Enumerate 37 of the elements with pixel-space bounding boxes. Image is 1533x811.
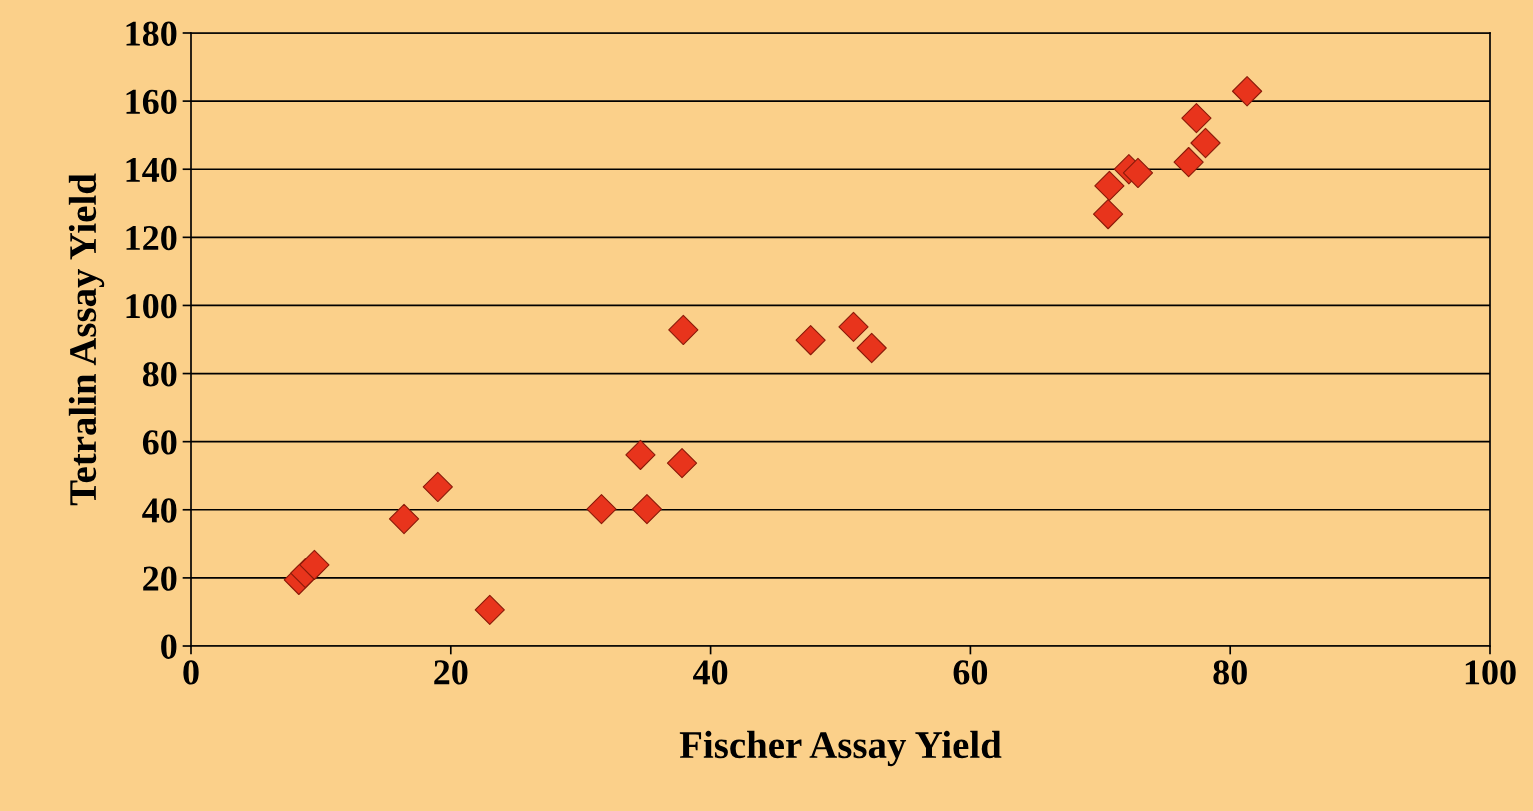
point: [586, 493, 617, 525]
x-tick-label: 60: [953, 660, 988, 685]
point: [838, 311, 869, 343]
y-tick-label: 140: [126, 157, 177, 183]
point: [299, 549, 330, 581]
x-tick-label: 20: [434, 660, 468, 685]
y-axis-title: Tetralin Assay Yield: [68, 173, 105, 506]
point: [666, 448, 698, 479]
point: [1181, 103, 1212, 134]
point: [1190, 127, 1221, 159]
y-tick-label: 0: [161, 634, 177, 659]
y-tick-label: 40: [142, 498, 177, 523]
x-tick-label: 80: [1213, 660, 1247, 685]
point: [1173, 146, 1204, 178]
point: [474, 594, 505, 626]
point: [388, 503, 420, 535]
y-tick-label: 160: [126, 89, 177, 114]
point: [422, 471, 453, 503]
point: [795, 325, 826, 356]
x-tick-label: 100: [1465, 660, 1516, 685]
x-tick-label: 0: [183, 660, 199, 685]
y-tick-label: 120: [126, 225, 177, 251]
x-tick-label: 40: [693, 660, 728, 685]
point: [625, 439, 656, 471]
point: [668, 314, 699, 346]
y-tick-label: 100: [126, 293, 177, 319]
y-tick-label: 60: [142, 430, 177, 455]
point: [631, 493, 663, 525]
point: [1231, 76, 1263, 107]
y-tick-label: 180: [126, 21, 177, 46]
y-tick-label: 20: [143, 566, 177, 591]
x-axis-title: Fischer Assay Yield: [679, 730, 1002, 767]
point: [1122, 157, 1154, 189]
point: [1092, 199, 1124, 230]
point: [856, 332, 887, 364]
point: [1094, 170, 1125, 202]
y-tick-label: 80: [142, 362, 177, 387]
